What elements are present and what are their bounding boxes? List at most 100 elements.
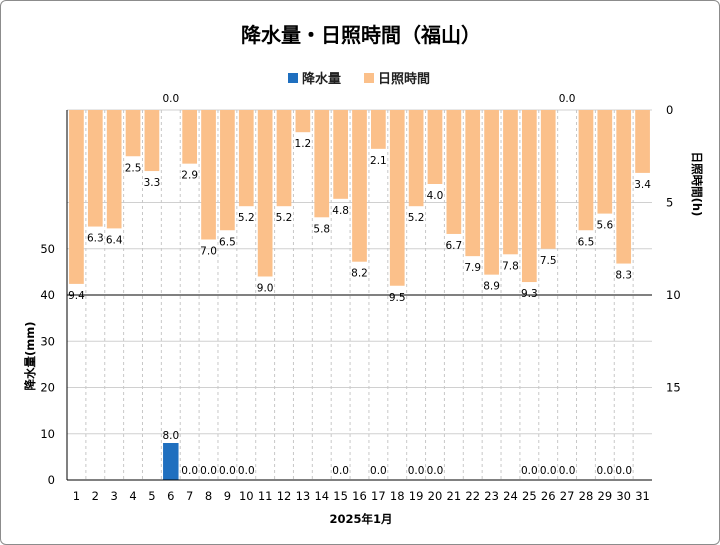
- x-tick-label: 4: [129, 489, 136, 503]
- sunshine-bar: [484, 110, 499, 275]
- sunshine-bar: [106, 110, 122, 229]
- x-tick-label: 7: [186, 489, 193, 503]
- sunshine-label: 9.4: [68, 290, 85, 302]
- sunshine-bar: [427, 110, 443, 184]
- x-tick-label: 31: [635, 489, 650, 503]
- precip-label: 0.0: [200, 465, 217, 477]
- sunshine-label: 2.5: [125, 162, 142, 174]
- precip-label: 0.0: [427, 465, 444, 477]
- sunshine-bar: [333, 110, 348, 199]
- sunshine-bar: [182, 110, 198, 164]
- x-tick-label: 17: [371, 489, 386, 503]
- sunshine-bar: [465, 110, 481, 257]
- sunshine-bar: [389, 110, 405, 286]
- sunshine-bar: [616, 110, 632, 264]
- x-tick-label: 5: [148, 489, 155, 503]
- x-tick-label: 22: [465, 489, 480, 503]
- right-axis-title: 日照時間(h): [690, 152, 704, 217]
- legend-swatch-precip: [288, 73, 298, 83]
- sunshine-bar: [597, 110, 613, 214]
- x-tick-label: 29: [598, 489, 613, 503]
- sunshine-bar: [578, 110, 594, 231]
- x-tick-label: 20: [428, 489, 443, 503]
- sunshine-bar: [408, 110, 424, 207]
- x-tick-label: 11: [258, 489, 273, 503]
- sunshine-bar: [295, 110, 311, 133]
- x-tick-label: 27: [560, 489, 575, 503]
- precip-label: 0.0: [540, 465, 557, 477]
- precip-bar: [163, 443, 179, 480]
- precip-label: 0.0: [559, 465, 576, 477]
- left-tick-label: 0: [48, 473, 55, 487]
- x-tick-label: 6: [167, 489, 174, 503]
- sunshine-label: 7.8: [502, 260, 519, 272]
- sunshine-label: 3.4: [634, 179, 651, 191]
- left-tick-label: 20: [40, 381, 55, 395]
- precip-label: 0.0: [521, 465, 538, 477]
- sunshine-bar: [144, 110, 160, 172]
- sunshine-bar: [540, 110, 556, 249]
- sunshine-label: 6.4: [106, 234, 123, 246]
- x-axis-title: 2025年1月: [329, 512, 392, 526]
- precip-label: 0.0: [596, 465, 613, 477]
- x-tick-label: 9: [224, 489, 231, 503]
- x-tick-label: 13: [296, 489, 311, 503]
- precip-label: 0.0: [238, 465, 255, 477]
- sunshine-label: 5.8: [313, 223, 330, 235]
- bars: [69, 110, 650, 480]
- sunshine-bar: [220, 110, 235, 231]
- sunshine-label: 6.7: [446, 240, 463, 252]
- x-tick-label: 26: [541, 489, 556, 503]
- x-tick-label: 21: [447, 489, 462, 503]
- precip-label: 0.0: [332, 465, 349, 477]
- sunshine-label: 2.9: [181, 170, 198, 182]
- precip-label: 0.0: [615, 465, 632, 477]
- precip-label: 0.0: [370, 465, 387, 477]
- sunshine-label: 0.0: [559, 93, 576, 105]
- x-tick-label: 3: [111, 489, 118, 503]
- sunshine-bar: [314, 110, 330, 218]
- precip-label: 0.0: [181, 465, 198, 477]
- x-tick-label: 24: [503, 489, 518, 503]
- sunshine-label: 7.0: [200, 246, 217, 258]
- sunshine-label: 1.2: [295, 138, 312, 150]
- x-tick-label: 23: [484, 489, 499, 503]
- sunshine-bar: [371, 110, 386, 149]
- sunshine-label: 4.0: [427, 190, 444, 202]
- sunshine-bar: [87, 110, 103, 227]
- right-tick-label: 5: [666, 196, 673, 210]
- sunshine-label: 9.3: [521, 288, 538, 300]
- x-tick-label: 8: [205, 489, 212, 503]
- sunshine-bar: [238, 110, 254, 207]
- sunshine-label: 5.2: [238, 212, 255, 224]
- x-tick-label: 15: [333, 489, 348, 503]
- sunshine-label: 6.3: [87, 233, 104, 245]
- sunshine-label: 9.5: [389, 292, 406, 304]
- sunshine-label: 6.5: [219, 236, 236, 248]
- sunshine-label: 5.2: [276, 212, 293, 224]
- x-tick-label: 18: [390, 489, 405, 503]
- sunshine-label: 9.0: [257, 283, 274, 295]
- sunshine-bar: [352, 110, 367, 262]
- sunshine-bar: [521, 110, 537, 283]
- legend-swatch-sunshine: [364, 73, 374, 83]
- sunshine-bar: [257, 110, 273, 277]
- left-tick-label: 10: [40, 427, 55, 441]
- sunshine-bar: [276, 110, 292, 207]
- sunshine-label: 7.9: [464, 262, 481, 274]
- precip-label: 0.0: [408, 465, 425, 477]
- chart-title: 降水量・日照時間（福山）: [241, 23, 481, 47]
- x-tick-label: 2: [92, 489, 99, 503]
- left-tick-label: 30: [40, 334, 55, 348]
- right-tick-label: 0: [666, 103, 673, 117]
- left-tick-label: 40: [40, 288, 55, 302]
- sunshine-label: 8.3: [615, 270, 632, 282]
- x-tick-label: 14: [314, 489, 329, 503]
- x-tick-label: 10: [239, 489, 254, 503]
- right-tick-label: 15: [666, 381, 681, 395]
- sunshine-label: 2.1: [370, 155, 387, 167]
- sunshine-bar: [125, 110, 141, 157]
